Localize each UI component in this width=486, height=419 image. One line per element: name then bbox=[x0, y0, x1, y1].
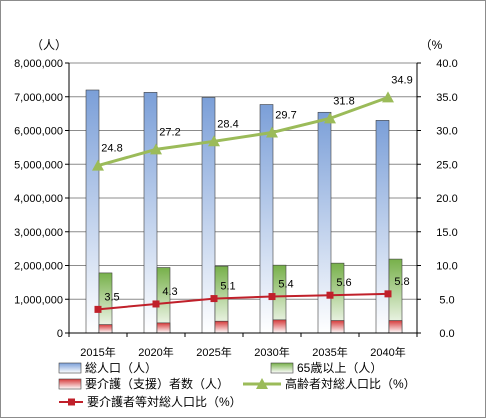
data-label-elderly-ratio: 34.9 bbox=[391, 74, 412, 86]
legend-swatch bbox=[58, 378, 82, 390]
y-left-tick-label: 5,000,000 bbox=[14, 159, 63, 171]
data-label-elderly-ratio: 27.2 bbox=[159, 126, 180, 138]
bar-care bbox=[214, 320, 229, 334]
triangle-marker bbox=[208, 135, 220, 147]
y-right-tick-label: 20.0 bbox=[436, 193, 457, 205]
legend-swatch bbox=[270, 362, 294, 374]
bar-care bbox=[388, 320, 403, 334]
line-elderly-ratio bbox=[97, 96, 389, 168]
y-right-tick-label: 10.0 bbox=[436, 261, 457, 273]
square-marker bbox=[210, 295, 218, 303]
y-left-tick-label: 3,000,000 bbox=[14, 227, 63, 239]
data-label-elderly-ratio: 31.8 bbox=[333, 95, 354, 107]
bar-care bbox=[98, 324, 113, 334]
triangle-marker bbox=[324, 112, 336, 124]
y-left-tick-label: 2,000,000 bbox=[14, 261, 63, 273]
legend-elderly-ratio: 高齢者対総人口比（%） bbox=[285, 376, 416, 391]
data-label-care-ratio: 5.1 bbox=[220, 281, 235, 293]
x-tick-label: 2035年 bbox=[312, 345, 347, 359]
legend-triangle-marker bbox=[256, 378, 268, 389]
square-marker bbox=[326, 291, 334, 299]
y-left-tick-label: 1,000,000 bbox=[14, 294, 63, 306]
bar-care bbox=[330, 320, 345, 334]
y-left-unit: （人） bbox=[31, 38, 67, 52]
square-marker bbox=[94, 305, 102, 313]
y-left-tick-label: 6,000,000 bbox=[14, 126, 63, 138]
bar-care bbox=[156, 322, 171, 334]
data-label-elderly-ratio: 28.4 bbox=[217, 118, 238, 130]
triangle-marker bbox=[382, 91, 394, 103]
line-care-ratio bbox=[97, 292, 389, 311]
square-marker bbox=[268, 293, 276, 301]
bar-population bbox=[143, 92, 158, 334]
triangle-marker bbox=[266, 126, 278, 138]
y-left-tick-label: 0 bbox=[57, 328, 63, 340]
square-marker bbox=[384, 290, 392, 298]
y-right-tick-label: 15.0 bbox=[436, 227, 457, 239]
bar-population bbox=[85, 89, 100, 334]
y-left-tick-label: 7,000,000 bbox=[14, 92, 63, 104]
x-tick-label: 2040年 bbox=[370, 345, 405, 359]
square-marker bbox=[152, 300, 160, 308]
bar-care bbox=[272, 319, 287, 334]
data-label-care-ratio: 5.6 bbox=[336, 277, 351, 289]
y-left-tick-label: 4,000,000 bbox=[14, 193, 63, 205]
triangle-marker bbox=[92, 159, 104, 171]
y-right-tick-label: 35.0 bbox=[436, 92, 457, 104]
legend-care-recipients: 要介護（支援）者数（人） bbox=[85, 376, 229, 391]
y-right-unit: （% bbox=[420, 38, 443, 52]
data-label-elderly-ratio: 24.8 bbox=[101, 143, 122, 155]
y-right-tick-label: 0.0 bbox=[439, 328, 454, 340]
legend-total-population: 総人口（人） bbox=[85, 361, 157, 375]
bar-population bbox=[375, 120, 390, 334]
x-tick-label: 2030年 bbox=[254, 345, 289, 359]
x-tick-label: 2025年 bbox=[196, 345, 231, 359]
x-tick-label: 2020年 bbox=[138, 345, 173, 359]
y-right-tick-label: 30.0 bbox=[436, 126, 457, 138]
legend-square-marker bbox=[68, 398, 75, 406]
legend-swatch bbox=[58, 362, 82, 374]
legend-care-ratio: 要介護者等対総人口比（%） bbox=[87, 394, 242, 409]
x-tick-label: 2015年 bbox=[80, 345, 115, 359]
y-right-tick-label: 25.0 bbox=[436, 159, 457, 171]
data-label-care-ratio: 3.5 bbox=[104, 291, 119, 303]
bar-population bbox=[317, 111, 332, 334]
data-label-care-ratio: 5.4 bbox=[278, 279, 293, 291]
data-label-care-ratio: 4.3 bbox=[162, 286, 177, 298]
y-right-tick-label: 40.0 bbox=[436, 58, 457, 70]
y-left-tick-label: 8,000,000 bbox=[14, 58, 63, 70]
legend-elderly: 65歳以上（人） bbox=[297, 361, 382, 375]
data-label-elderly-ratio: 29.7 bbox=[275, 110, 296, 122]
y-right-tick-label: 5.0 bbox=[439, 294, 454, 306]
triangle-marker bbox=[150, 143, 162, 155]
data-label-care-ratio: 5.8 bbox=[394, 276, 409, 288]
